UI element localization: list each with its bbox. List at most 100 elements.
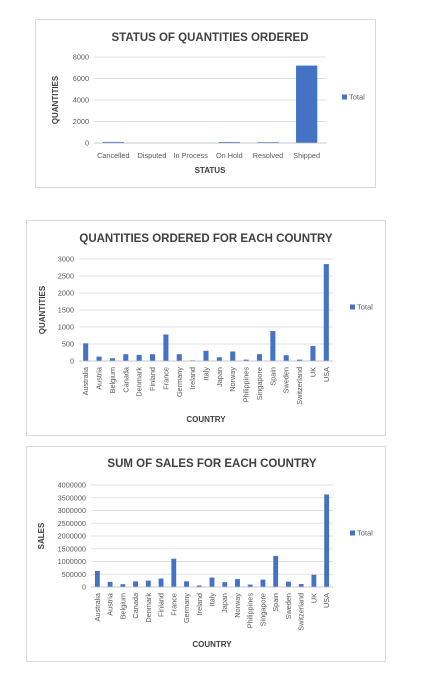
- y-tick-label: 1000000: [58, 557, 86, 566]
- x-tick-label: Austria: [95, 366, 104, 390]
- y-tick-label: 2000: [58, 289, 74, 298]
- bar-philippines: [243, 359, 249, 361]
- x-tick-label: Belgium: [108, 367, 117, 393]
- legend-label: Total: [349, 93, 365, 102]
- y-tick-label: 3000000: [58, 506, 86, 515]
- x-tick-label: In Process: [173, 151, 208, 160]
- x-tick-label: Singapore: [258, 593, 267, 626]
- bar-usa: [324, 494, 330, 587]
- x-tick-label: France: [169, 593, 178, 616]
- y-tick-label: 2000000: [58, 532, 86, 541]
- bar-belgium: [109, 358, 115, 361]
- x-tick-label: Denmark: [144, 593, 153, 623]
- y-axis-title: QUANTITIES: [51, 75, 60, 124]
- x-tick-label: Sweden: [284, 593, 293, 619]
- bar-canada: [123, 354, 129, 361]
- x-tick-label: On Hold: [216, 151, 243, 160]
- x-tick-label: Philippines: [246, 593, 255, 629]
- y-axis-title: QUANTITIES: [38, 285, 47, 334]
- y-tick-label: 8000: [73, 53, 89, 62]
- status-chart-svg: STATUS OF QUANTITIES ORDERED 0 2000 4000 600…: [51, 32, 365, 175]
- quantities-by-country-chart-svg: QUANTITIES ORDERED FOR EACH COUNTRY 0 500 1…: [38, 233, 373, 424]
- chart-title: STATUS OF QUANTITIES ORDERED: [112, 32, 309, 44]
- bar-france: [163, 334, 169, 361]
- bar-finland: [149, 354, 156, 361]
- x-tick-label: Germany: [182, 593, 191, 623]
- bar-sweden: [286, 581, 291, 587]
- bar-spain: [273, 555, 279, 587]
- x-tick-label: USA: [322, 593, 331, 608]
- x-tick-label: Spain: [268, 367, 277, 386]
- bar-singapore: [256, 354, 263, 361]
- x-tick-label: Finland: [148, 367, 157, 391]
- x-tick-label: UK: [308, 367, 317, 377]
- x-tick-label: Philippines: [242, 367, 251, 403]
- x-axis-title: COUNTRY: [186, 415, 226, 424]
- x-tick-label: Ireland: [188, 367, 197, 389]
- x-tick-label: Japan: [215, 367, 224, 387]
- y-tick-label: 4000: [73, 96, 89, 105]
- x-tick-label: Denmark: [135, 367, 144, 397]
- bar-australia: [94, 570, 100, 587]
- x-axis-title: STATUS: [195, 166, 226, 175]
- y-tick-label: 3500000: [58, 493, 86, 502]
- x-tick-label: Germany: [175, 367, 184, 397]
- y-tick-label: 6000: [73, 74, 89, 83]
- x-tick-label: Cancelled: [97, 151, 129, 160]
- bar-norway: [230, 351, 236, 361]
- x-tick-label: Sweden: [282, 367, 291, 393]
- bar-australia: [83, 343, 89, 361]
- y-tick-label: 1500: [58, 306, 74, 315]
- bar-singapore: [260, 579, 266, 587]
- x-tick-label: Shipped: [293, 151, 320, 160]
- bar-japan: [222, 582, 228, 587]
- legend-swatch: [350, 530, 355, 536]
- status-chart: STATUS OF QUANTITIES ORDERED 0 2000 4000 600…: [35, 19, 376, 188]
- x-tick-label: France: [161, 367, 170, 390]
- x-tick-label: Australia: [93, 592, 102, 621]
- x-tick-label: Canada: [121, 366, 130, 393]
- legend-swatch: [350, 304, 355, 310]
- bar-germany: [184, 581, 189, 587]
- x-tick-label: Australia: [81, 366, 90, 395]
- bar-uk: [310, 346, 316, 361]
- x-tick-label: Singapore: [255, 367, 264, 400]
- y-tick-label: 1000: [58, 323, 74, 332]
- bar-italy: [203, 350, 209, 361]
- bar-denmark: [145, 580, 151, 587]
- x-tick-label: Finland: [157, 593, 166, 617]
- bar-norway: [235, 579, 240, 587]
- y-axis-title: SALES: [37, 522, 46, 549]
- y-tick-label: 0: [70, 357, 74, 366]
- x-tick-label: Disputed: [138, 151, 167, 160]
- y-tick-label: 2000: [73, 117, 89, 126]
- x-tick-label: USA: [322, 367, 331, 382]
- bar-switzerland: [297, 359, 303, 361]
- bar-finland: [158, 578, 164, 587]
- x-tick-label: Norway: [233, 593, 242, 618]
- bar-austria: [107, 581, 113, 587]
- bar-germany: [176, 354, 182, 361]
- y-tick-label: 0: [85, 139, 89, 148]
- bar-shipped: [296, 65, 318, 143]
- legend-label: Total: [357, 529, 373, 538]
- y-tick-label: 2500: [58, 272, 74, 281]
- bar-france: [171, 558, 177, 587]
- x-axis-title: COUNTRY: [192, 640, 232, 649]
- x-tick-label: Japan: [220, 593, 229, 613]
- y-tick-label: 500000: [62, 570, 86, 579]
- bar-usa: [323, 264, 329, 361]
- bar-switzerland: [298, 584, 304, 587]
- x-tick-label: UK: [309, 593, 318, 603]
- x-tick-label: Canada: [131, 592, 140, 619]
- bar-philippines: [247, 584, 253, 587]
- x-tick-label: Italy: [208, 593, 217, 607]
- chart-title: QUANTITIES ORDERED FOR EACH COUNTRY: [79, 233, 333, 245]
- y-tick-label: 0: [82, 583, 86, 592]
- bar-ireland: [196, 585, 202, 587]
- bar-resolved: [257, 142, 279, 143]
- quantities-by-country-chart: QUANTITIES ORDERED FOR EACH COUNTRY 0 500 1…: [26, 220, 386, 436]
- y-tick-label: 2500000: [58, 519, 86, 528]
- x-tick-label: Austria: [106, 592, 115, 616]
- x-tick-label: Switzerland: [297, 593, 306, 631]
